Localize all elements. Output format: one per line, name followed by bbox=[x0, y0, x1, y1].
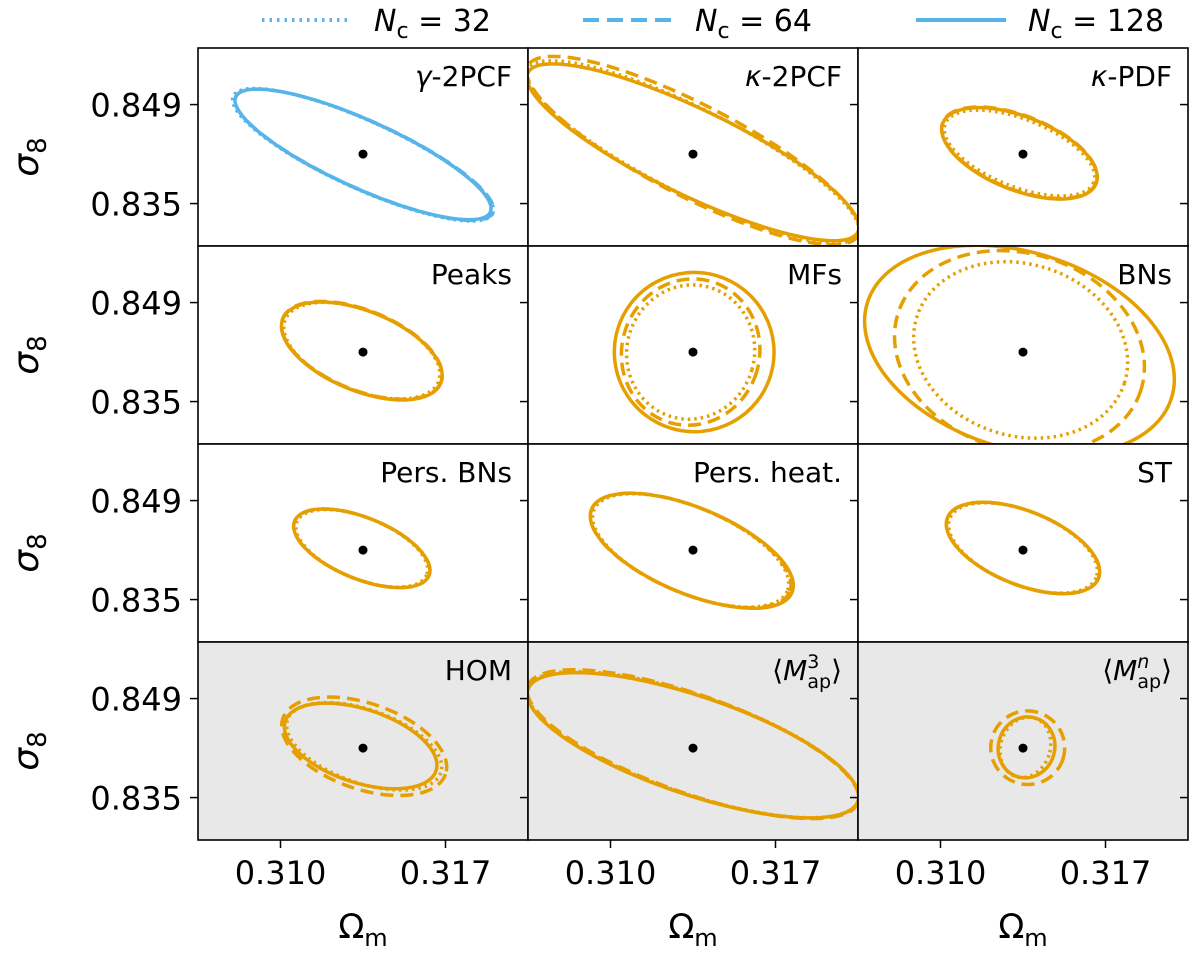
y-tick-label: 0.849 bbox=[90, 681, 182, 719]
legend-label: Nc = 32 bbox=[374, 4, 491, 44]
panel-background bbox=[198, 642, 528, 840]
panel-label: Pers. BNs bbox=[380, 456, 512, 489]
panel-background bbox=[198, 48, 528, 246]
panel-4: MFs bbox=[527, 245, 859, 445]
legend-label: Nc = 128 bbox=[1028, 4, 1164, 44]
fiducial-point bbox=[358, 347, 368, 357]
panel-label: γ-2PCF bbox=[415, 60, 512, 93]
contour-nc128-solid bbox=[233, 87, 493, 222]
fiducial-point bbox=[358, 149, 368, 159]
panel-label: Peaks bbox=[431, 258, 512, 291]
contour-nc32-dotted bbox=[911, 259, 1130, 440]
x-axis-label: Ωm bbox=[998, 907, 1047, 952]
legend-entry: Nc = 32 bbox=[262, 4, 491, 44]
fiducial-point bbox=[358, 545, 368, 555]
y-tick-label: 0.835 bbox=[90, 186, 182, 224]
panel-grid: γ-2PCF κ-2PCF κ-PDF Peaks MFs BNs Pers. BNs Per… bbox=[190, 47, 1189, 848]
y-tick-label: 0.835 bbox=[90, 384, 182, 422]
x-tick-label: 0.310 bbox=[565, 854, 657, 892]
fiducial-point bbox=[688, 743, 698, 753]
panel-background bbox=[858, 246, 1188, 444]
x-tick-label: 0.317 bbox=[1060, 854, 1152, 892]
panel-background bbox=[858, 48, 1188, 246]
x-tick-label: 0.310 bbox=[895, 854, 987, 892]
panel-frame bbox=[857, 641, 1189, 841]
panel-10: ⟨M3 ap⟩ bbox=[527, 641, 859, 848]
x-axis-label: Ωm bbox=[338, 907, 387, 952]
contour-nc64-dashed bbox=[988, 709, 1067, 787]
panel-label: Pers. heat. bbox=[693, 456, 842, 489]
panel-9: HOM bbox=[190, 641, 529, 848]
y-tick-label: 0.849 bbox=[90, 285, 182, 323]
fiducial-point bbox=[1018, 347, 1028, 357]
x-tick-label: 0.317 bbox=[400, 854, 492, 892]
fiducial-point bbox=[688, 545, 698, 555]
fiducial-point bbox=[688, 149, 698, 159]
fiducial-point bbox=[1018, 545, 1028, 555]
contour-nc128-solid bbox=[939, 105, 1100, 201]
panel-background bbox=[198, 246, 528, 444]
contour-nc128-solid bbox=[612, 270, 776, 434]
legend-entry: Nc = 64 bbox=[583, 4, 812, 44]
y-tick-label: 0.849 bbox=[90, 87, 182, 125]
panel-background bbox=[528, 246, 858, 444]
contour-nc32-dotted bbox=[942, 108, 1097, 198]
contour-nc64-dashed bbox=[619, 277, 762, 427]
panel-0: γ-2PCF bbox=[190, 47, 529, 247]
y-tick-label: 0.849 bbox=[90, 483, 182, 521]
panel-label: κ-2PCF bbox=[745, 60, 842, 93]
y-axis-label: σ8 bbox=[6, 335, 53, 374]
x-axis-label: Ωm bbox=[668, 907, 717, 952]
panel-5: BNs bbox=[857, 245, 1189, 445]
x-tick-label: 0.310 bbox=[235, 854, 327, 892]
panel-label: MFs bbox=[787, 258, 842, 291]
fiducial-point bbox=[1018, 743, 1028, 753]
y-tick-label: 0.835 bbox=[90, 582, 182, 620]
panel-6: Pers. BNs bbox=[190, 443, 529, 643]
x-tick-label: 0.317 bbox=[730, 854, 822, 892]
panel-8: ST bbox=[857, 443, 1189, 643]
legend-label: Nc = 64 bbox=[695, 4, 812, 44]
panel-label: ST bbox=[1137, 456, 1173, 489]
panel-background bbox=[528, 444, 858, 642]
panel-3: Peaks bbox=[190, 245, 529, 445]
panel-background bbox=[528, 48, 858, 246]
panel-background bbox=[858, 444, 1188, 642]
legend: Nc = 32 Nc = 64 Nc = 128 bbox=[262, 4, 1164, 44]
contour-nc32-dotted bbox=[624, 283, 757, 421]
y-axis-label: σ8 bbox=[6, 533, 53, 572]
panel-2: κ-PDF bbox=[857, 47, 1189, 247]
panel-background bbox=[198, 444, 528, 642]
panel-label: HOM bbox=[445, 654, 512, 687]
contour-nc128-solid bbox=[279, 300, 444, 402]
contour-nc128-solid bbox=[996, 715, 1057, 780]
fiducial-point bbox=[688, 347, 698, 357]
contour-nc128-solid bbox=[944, 500, 1102, 596]
axis-labels: 0.849 0.835 σ8 0.849 0.835 σ8 0.849 0.835 σ8 0.84… bbox=[6, 87, 1151, 952]
panel-label: ⟨Mn ap⟩ bbox=[1102, 651, 1172, 693]
y-axis-label: σ8 bbox=[6, 137, 53, 176]
y-axis-label: σ8 bbox=[6, 731, 53, 770]
legend-entry: Nc = 128 bbox=[916, 4, 1164, 44]
panel-11: ⟨Mn ap⟩ bbox=[857, 641, 1189, 848]
panel-background bbox=[858, 642, 1188, 840]
y-tick-label: 0.835 bbox=[90, 780, 182, 818]
panel-7: Pers. heat. bbox=[527, 443, 859, 643]
panel-1: κ-2PCF bbox=[527, 47, 859, 247]
panel-label: κ-PDF bbox=[1091, 60, 1172, 93]
contour-nc64-dashed bbox=[279, 695, 449, 798]
fiducial-point bbox=[358, 743, 368, 753]
contour-nc128-solid bbox=[282, 701, 439, 791]
fiducial-point bbox=[1018, 149, 1028, 159]
panel-label: ⟨M3 ap⟩ bbox=[772, 651, 842, 693]
contour-nc128-solid bbox=[528, 670, 858, 820]
contour-nc128-solid bbox=[588, 491, 796, 611]
panel-label: BNs bbox=[1117, 258, 1172, 291]
contour-nc128-solid bbox=[291, 507, 432, 590]
